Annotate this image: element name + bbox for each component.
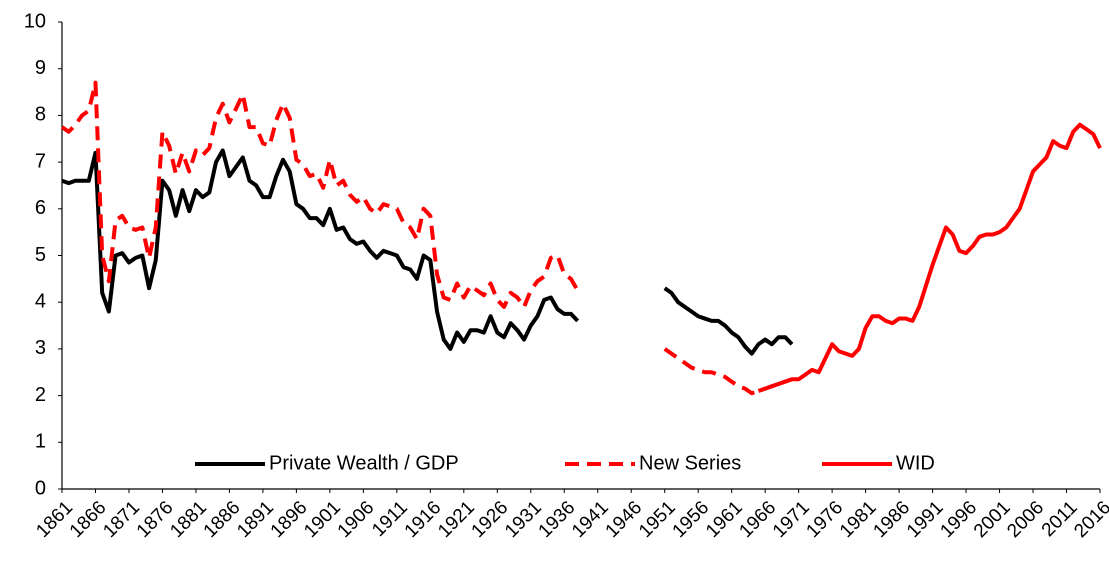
y-tick-label: 0 — [35, 477, 46, 499]
y-tick-label: 4 — [35, 290, 46, 312]
x-tick-label: 2016 — [1070, 497, 1109, 542]
x-tick-label: 1871 — [99, 497, 144, 542]
y-tick-label: 7 — [35, 150, 46, 172]
x-tick-label: 1931 — [501, 497, 546, 542]
x-tick-label: 1896 — [267, 497, 312, 542]
x-tick-label: 1951 — [635, 497, 680, 542]
x-tick-label: 1906 — [334, 497, 379, 542]
x-tick-label: 1991 — [903, 497, 948, 542]
legend-label: New Series — [639, 452, 741, 474]
x-tick-label: 1981 — [836, 497, 881, 542]
x-tick-label: 1916 — [401, 497, 446, 542]
x-tick-label: 1971 — [769, 497, 814, 542]
legend-label: Private Wealth / GDP — [269, 452, 459, 474]
x-tick-label: 2001 — [970, 497, 1015, 542]
x-tick-label: 1926 — [468, 497, 513, 542]
x-tick-label: 1911 — [368, 497, 412, 541]
x-tick-label: 1986 — [869, 497, 914, 542]
x-tick-label: 1901 — [300, 497, 345, 542]
x-tick-label: 1866 — [66, 497, 111, 542]
y-tick-label: 9 — [35, 57, 46, 79]
x-tick-label: 1996 — [936, 497, 981, 542]
y-tick-label: 5 — [35, 244, 46, 266]
y-tick-label: 10 — [24, 10, 46, 32]
x-tick-label: 1881 — [166, 497, 211, 542]
x-tick-label: 1886 — [200, 497, 245, 542]
x-tick-label: 2006 — [1003, 497, 1048, 542]
x-tick-label: 1946 — [602, 497, 647, 542]
x-tick-label: 1941 — [568, 497, 613, 542]
x-tick-label: 1861 — [32, 497, 77, 542]
y-tick-label: 8 — [35, 104, 46, 126]
x-tick-label: 1891 — [233, 497, 278, 542]
x-tick-label: 1921 — [434, 497, 479, 542]
x-tick-label: 1961 — [702, 497, 747, 542]
y-tick-label: 1 — [35, 431, 46, 453]
y-tick-label: 2 — [35, 384, 46, 406]
x-tick-label: 1876 — [133, 497, 178, 542]
x-tick-label: 2011 — [1038, 497, 1082, 541]
x-tick-label: 1956 — [669, 497, 714, 542]
y-tick-label: 6 — [35, 197, 46, 219]
x-tick-label: 1966 — [735, 497, 780, 542]
series-line — [757, 122, 1102, 393]
series-line — [60, 80, 793, 396]
x-tick-label: 1976 — [802, 497, 847, 542]
x-tick-label: 1936 — [535, 497, 580, 542]
series-line — [61, 148, 794, 356]
y-tick-label: 3 — [35, 337, 46, 359]
legend-label: WID — [896, 452, 935, 474]
